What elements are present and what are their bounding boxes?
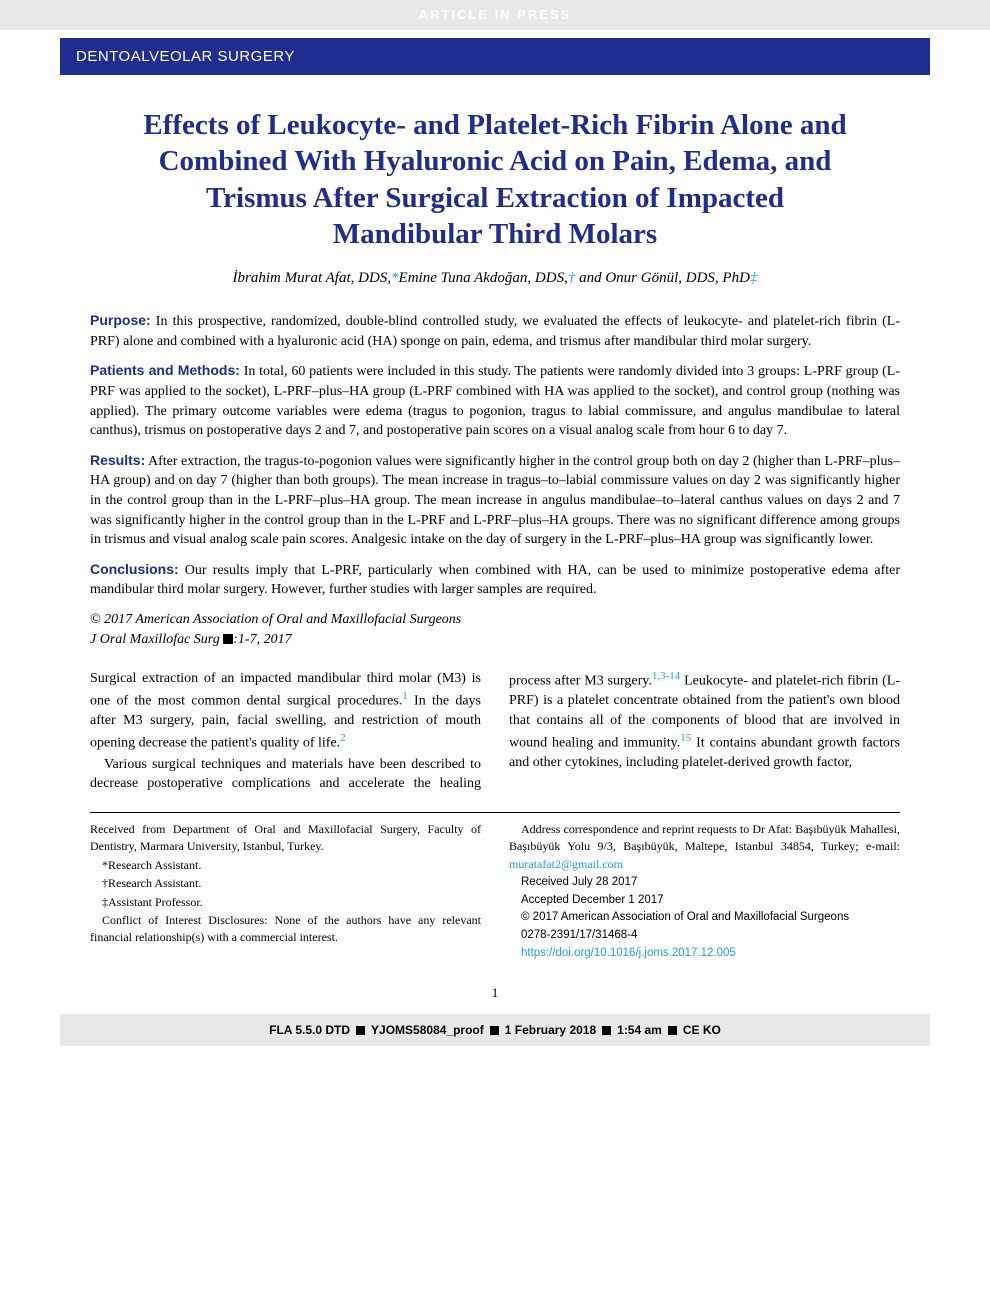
footnote-rule bbox=[90, 812, 900, 813]
affiliation-mark-3: ‡ bbox=[750, 270, 758, 286]
footer-time: 1:54 am bbox=[617, 1023, 662, 1037]
author-1: İbrahim Murat Afat, DDS, bbox=[233, 270, 391, 286]
reference-link-3[interactable]: 1,3-14 bbox=[652, 670, 680, 682]
volume-placeholder-icon bbox=[223, 634, 233, 644]
article-in-press-banner: ARTICLE IN PRESS bbox=[0, 0, 990, 30]
correspondence-email-link[interactable]: muratafat2@gmail.com bbox=[509, 857, 623, 871]
category-banner: DENTOALVEOLAR SURGERY bbox=[60, 38, 930, 75]
footnote-address: Address correspondence and reprint reque… bbox=[509, 822, 900, 853]
square-separator-icon bbox=[356, 1026, 365, 1035]
body-paragraph-1: Surgical extraction of an impacted mandi… bbox=[90, 669, 481, 753]
abstract-conclusions: Conclusions: Our results imply that L-PR… bbox=[90, 560, 900, 600]
journal-suffix: :1-7, 2017 bbox=[233, 632, 291, 647]
author-and: and bbox=[575, 270, 605, 286]
footer-fla: FLA 5.5.0 DTD bbox=[269, 1023, 350, 1037]
purpose-text: In this prospective, randomized, double-… bbox=[90, 314, 900, 349]
author-3: Onur Gönül, DDS, PhD bbox=[605, 270, 750, 286]
footer-date: 1 February 2018 bbox=[505, 1023, 596, 1037]
footer-ce: CE KO bbox=[683, 1023, 721, 1037]
abstract-methods: Patients and Methods: In total, 60 patie… bbox=[90, 361, 900, 440]
copyright-line: © 2017 American Association of Oral and … bbox=[90, 610, 900, 630]
abstract-purpose: Purpose: In this prospective, randomized… bbox=[90, 311, 900, 351]
square-separator-icon bbox=[602, 1026, 611, 1035]
author-2: Emine Tuna Akdoğan, DDS, bbox=[399, 270, 568, 286]
abstract-results: Results: After extraction, the tragus-to… bbox=[90, 451, 900, 550]
journal-prefix: J Oral Maxillofac Surg bbox=[90, 632, 223, 647]
footnote-coi: Conflict of Interest Disclosures: None o… bbox=[90, 912, 481, 947]
footnote-accepted-date: Accepted December 1 2017 bbox=[509, 892, 900, 909]
footnote-aff-2: †Research Assistant. bbox=[90, 875, 481, 892]
results-text: After extraction, the tragus-to-pogonion… bbox=[90, 454, 900, 547]
footer-proof: YJOMS58084_proof bbox=[371, 1023, 484, 1037]
reference-link-4[interactable]: 15 bbox=[680, 732, 691, 744]
footnote-issn: 0278-2391/17/31468-4 bbox=[509, 927, 900, 944]
footnote-aff-3: ‡Assistant Professor. bbox=[90, 894, 481, 911]
article-title: Effects of Leukocyte- and Platelet-Rich … bbox=[130, 107, 860, 252]
journal-citation: J Oral Maxillofac Surg :1-7, 2017 bbox=[90, 630, 900, 650]
body-text: Surgical extraction of an impacted mandi… bbox=[90, 669, 900, 794]
square-separator-icon bbox=[668, 1026, 677, 1035]
footnote-copyright: © 2017 American Association of Oral and … bbox=[509, 909, 900, 926]
conclusions-label: Conclusions: bbox=[90, 561, 179, 577]
results-label: Results: bbox=[90, 452, 145, 468]
footnote-received-date: Received July 28 2017 bbox=[509, 874, 900, 891]
doi-link[interactable]: https://doi.org/10.1016/j.joms.2017.12.0… bbox=[521, 947, 736, 959]
footnote-aff-1: *Research Assistant. bbox=[90, 857, 481, 874]
purpose-label: Purpose: bbox=[90, 312, 151, 328]
reference-link-2[interactable]: 2 bbox=[340, 732, 346, 744]
affiliation-mark-1: * bbox=[391, 270, 399, 286]
conclusions-text: Our results imply that L-PRF, particular… bbox=[90, 563, 900, 598]
footnotes: Received from Department of Oral and Max… bbox=[90, 821, 900, 962]
methods-label: Patients and Methods: bbox=[90, 362, 240, 378]
footnote-doi: https://doi.org/10.1016/j.joms.2017.12.0… bbox=[509, 945, 900, 962]
page-number: 1 bbox=[90, 984, 900, 1002]
main-content: Effects of Leukocyte- and Platelet-Rich … bbox=[0, 107, 990, 1002]
footnote-received-from: Received from Department of Oral and Max… bbox=[90, 821, 481, 856]
authors-line: İbrahim Murat Afat, DDS,*Emine Tuna Akdo… bbox=[90, 268, 900, 289]
footnote-correspondence: Address correspondence and reprint reque… bbox=[509, 821, 900, 873]
proof-footer-bar: FLA 5.5.0 DTD YJOMS58084_proof 1 February … bbox=[60, 1014, 930, 1047]
square-separator-icon bbox=[490, 1026, 499, 1035]
